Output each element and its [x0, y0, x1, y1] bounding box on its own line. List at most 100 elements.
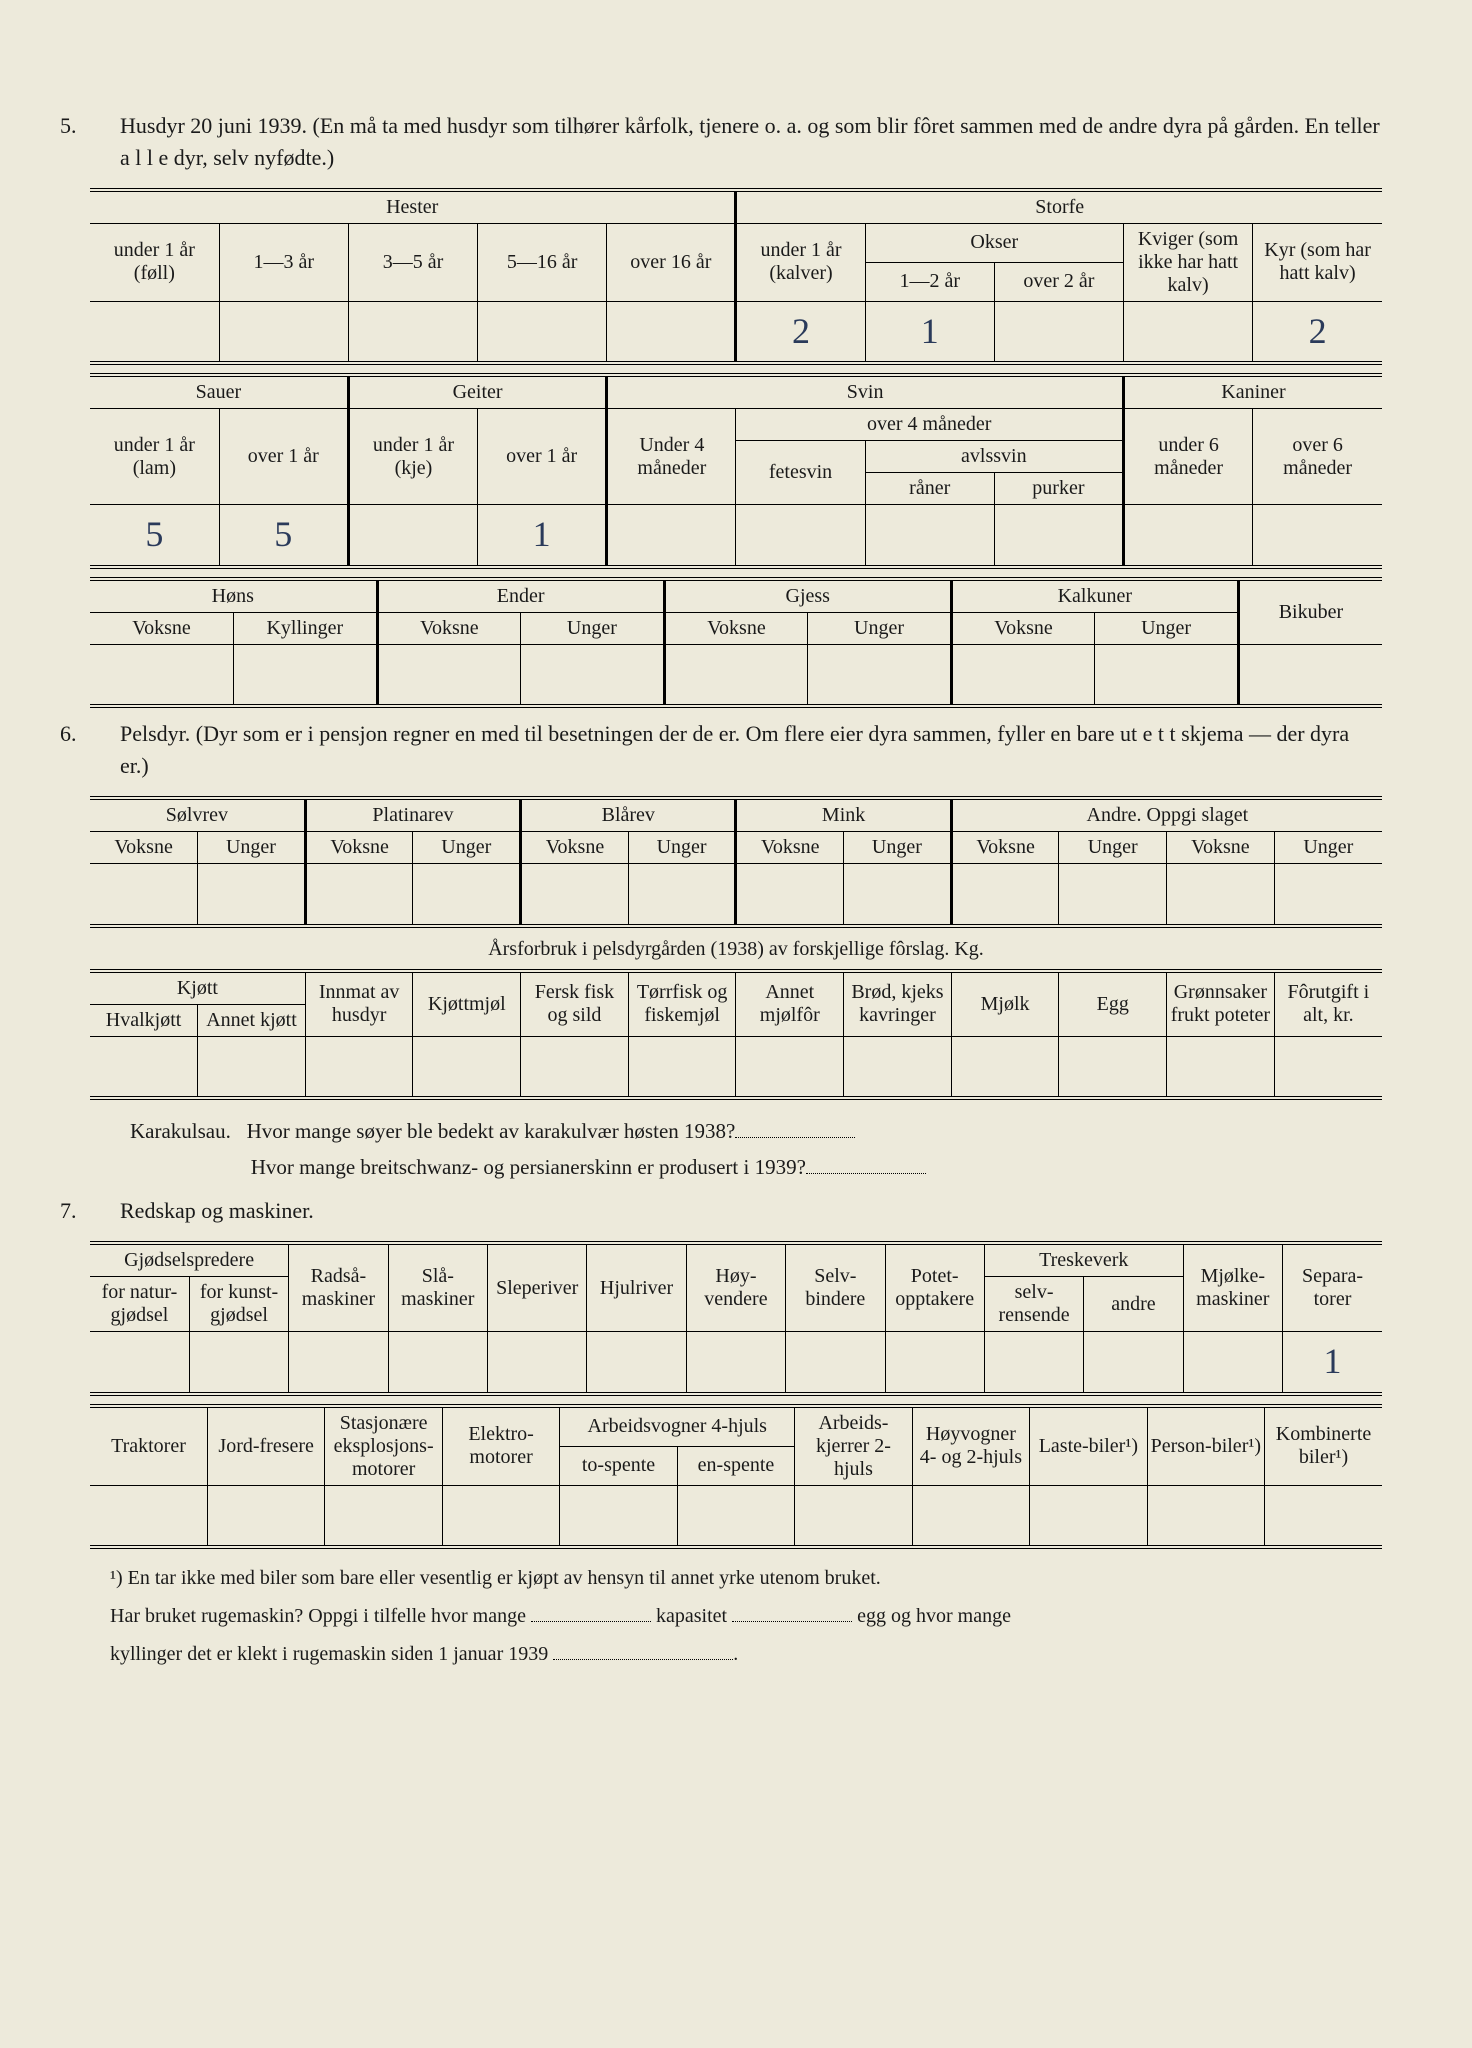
col-torr: Tørrfisk og fiskemjøl [628, 971, 736, 1037]
section-7-title: Redskap og maskiner. [120, 1198, 314, 1223]
section-6-title: Pelsdyr. (Dyr som er i pensjon regner en… [120, 721, 1349, 778]
col-voksne: Voksne [377, 612, 521, 644]
col-enspente: en-spente [677, 1446, 794, 1485]
cell [951, 1036, 1059, 1098]
col-brod: Brød, kjeks kavringer [844, 971, 952, 1037]
col-fetesvin: fetesvin [736, 441, 865, 505]
col-sleperiver: Sleperiver [488, 1243, 587, 1332]
cell [198, 1036, 306, 1098]
col-unger: Unger [198, 832, 306, 864]
col-sau-over1: over 1 år [219, 409, 348, 505]
col-egg: Egg [1059, 971, 1167, 1037]
rugemaskin-line-1: Har bruket rugemaskin? Oppgi i tilfelle … [110, 1597, 1362, 1635]
cell [951, 864, 1059, 926]
cell [198, 864, 306, 926]
col-voksne: Voksne [951, 832, 1059, 864]
geiter-header: Geiter [348, 375, 606, 409]
rugemaskin-q2a: kyllinger det er klekt i rugemaskin side… [110, 1643, 548, 1665]
cell [207, 1485, 324, 1547]
section-6-heading: 6.Pelsdyr. (Dyr som er i pensjon regner … [90, 718, 1382, 782]
col-radsa: Radså-maskiner [289, 1243, 388, 1332]
cell-kyr: 2 [1253, 301, 1382, 363]
col-1-3: 1—3 år [219, 223, 348, 301]
col-unger: Unger [628, 832, 736, 864]
rugemaskin-q1c: egg og hvor mange [857, 1605, 1011, 1627]
col-3-5: 3—5 år [348, 223, 477, 301]
cell [234, 644, 378, 706]
cell [1124, 301, 1253, 363]
col-gronn: Grønnsaker frukt poteter [1167, 971, 1275, 1037]
col-andre: andre [1084, 1277, 1183, 1332]
cell [289, 1332, 388, 1394]
cell-geit-over1: 1 [478, 505, 607, 567]
blank-line [553, 1640, 733, 1660]
col-kunst: for kunst-gjødsel [189, 1277, 288, 1332]
karakul-questions: Karakulsau. Hvor mange søyer ble bedekt … [130, 1114, 1372, 1185]
col-tospente: to-spente [560, 1446, 677, 1485]
table-sauer-svin: Sauer Geiter Svin Kaniner under 1 år (la… [90, 373, 1382, 569]
cell [607, 301, 736, 363]
rugemaskin-line-2: kyllinger det er klekt i rugemaskin side… [110, 1635, 1362, 1673]
col-okser: Okser [865, 223, 1123, 262]
kaniner-header: Kaniner [1124, 375, 1383, 409]
cell [388, 1332, 487, 1394]
section-5-heading: 5.Husdyr 20 juni 1939. (En må ta med hus… [90, 110, 1382, 174]
blank-line [735, 1117, 855, 1138]
col-selvb: Selv-bindere [786, 1243, 885, 1332]
table-hester-storfe: Hester Storfe under 1 år (føll) 1—3 år 3… [90, 188, 1382, 366]
col-innmat: Innmat av husdyr [305, 971, 413, 1037]
cell [305, 1036, 413, 1098]
col-kyllinger: Kyllinger [234, 612, 378, 644]
hester-header: Hester [90, 190, 736, 224]
rugemaskin-q1b: kapasitet [656, 1605, 727, 1627]
blank-line [806, 1153, 926, 1174]
svin-header: Svin [607, 375, 1124, 409]
cell [844, 1036, 952, 1098]
cell [1183, 1332, 1282, 1394]
cell-kalver: 2 [736, 301, 865, 363]
cell [219, 301, 348, 363]
karakul-q2: Hvor mange breitschwanz- og persianerski… [251, 1155, 806, 1179]
treske-header: Treskeverk [984, 1243, 1183, 1277]
cell-separ: 1 [1283, 1332, 1383, 1394]
col-foll: under 1 år (føll) [90, 223, 219, 301]
gjess-header: Gjess [664, 579, 951, 613]
col-hoyvogn: Høyvogner 4- og 2-hjuls [912, 1406, 1029, 1486]
kalkuner-header: Kalkuner [951, 579, 1238, 613]
col-avlssvin: avlssvin [865, 441, 1123, 473]
col-unger: Unger [1095, 612, 1239, 644]
cell [90, 1485, 207, 1547]
col-hoy: Høy-vendere [686, 1243, 785, 1332]
col-forut: Fôrutgift i alt, kr. [1274, 971, 1382, 1037]
cell [521, 1036, 629, 1098]
cell [488, 1332, 587, 1394]
cell [1238, 644, 1382, 706]
cell [786, 1332, 885, 1394]
col-kje: under 1 år (kje) [348, 409, 477, 505]
col-mjolke: Mjølke-maskiner [1183, 1243, 1282, 1332]
cell [951, 644, 1095, 706]
col-voksne: Voksne [521, 832, 629, 864]
col-5-16: 5—16 år [478, 223, 607, 301]
cell [587, 1332, 686, 1394]
bikuber-header: Bikuber [1238, 579, 1382, 645]
cell-1-2: 1 [865, 301, 994, 363]
hons-header: Høns [90, 579, 377, 613]
rugemaskin-q1a: Har bruket rugemaskin? Oppgi i tilfelle … [110, 1605, 526, 1627]
cell [1030, 1485, 1147, 1547]
cell [808, 644, 952, 706]
karakul-label: Karakulsau. [130, 1119, 231, 1143]
cell [628, 864, 736, 926]
col-over2: over 2 år [994, 262, 1123, 301]
section-5-title: Husdyr 20 juni 1939. (En må ta med husdy… [120, 113, 1380, 170]
table-redskap-1: Gjødselspredere Radså-maskiner Slå-maski… [90, 1241, 1382, 1396]
cell [1167, 1036, 1275, 1098]
cell [1274, 864, 1382, 926]
col-voksne: Voksne [736, 832, 844, 864]
cell [1274, 1036, 1382, 1098]
cell-lam: 5 [90, 505, 219, 567]
cell [1095, 644, 1239, 706]
cell [736, 505, 865, 567]
col-unger: Unger [1274, 832, 1382, 864]
col-hvalkjott: Hvalkjøtt [90, 1004, 198, 1036]
